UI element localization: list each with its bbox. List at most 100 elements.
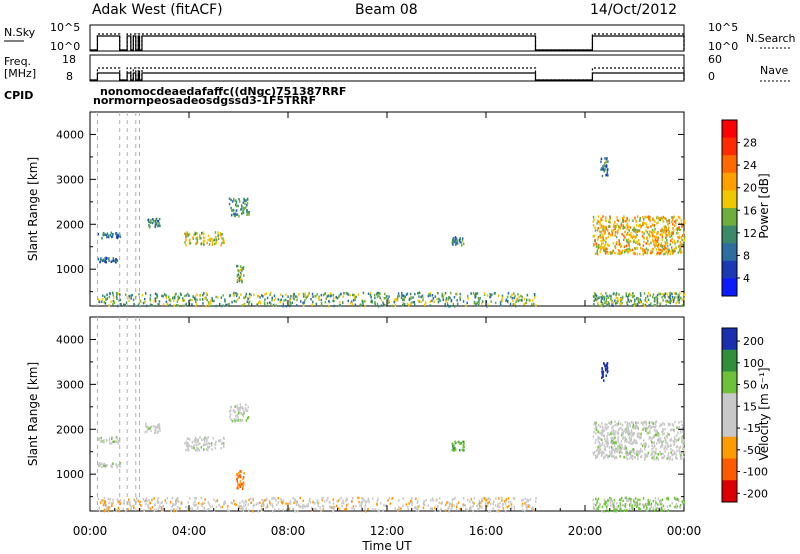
echo-cell xyxy=(378,509,380,512)
echo-cell xyxy=(614,246,617,250)
echo-cell xyxy=(213,238,215,242)
echo-cell xyxy=(657,215,659,219)
echo-cell xyxy=(612,428,615,432)
echo-cell xyxy=(630,498,632,501)
echo-cell xyxy=(618,451,621,454)
echo-cell xyxy=(257,301,260,304)
echo-cell xyxy=(501,299,503,303)
echo-cell xyxy=(196,241,198,245)
echo-cell xyxy=(98,437,101,440)
echo-cell xyxy=(188,444,190,448)
echo-cell xyxy=(512,303,515,306)
echo-cell xyxy=(615,430,617,433)
velocity-colorbar-tick-label: -100 xyxy=(743,466,768,479)
echo-cell xyxy=(206,241,208,245)
echo-cell xyxy=(186,446,189,449)
echo-cell xyxy=(427,504,430,507)
echo-cell xyxy=(676,218,678,222)
echo-cell xyxy=(638,224,640,228)
cpid-label: CPID xyxy=(4,89,33,102)
echo-cell xyxy=(599,431,601,435)
echo-cell xyxy=(646,295,649,298)
echo-cell xyxy=(423,503,426,507)
echo-cell xyxy=(636,449,638,453)
echo-cell xyxy=(153,220,155,223)
echo-cell xyxy=(462,440,465,444)
echo-cell xyxy=(593,294,596,298)
echo-cell xyxy=(274,297,277,300)
echo-cell xyxy=(662,456,665,460)
echo-cell xyxy=(231,502,233,505)
echo-cell xyxy=(487,501,489,505)
echo-cell xyxy=(115,508,118,512)
echo-cell xyxy=(472,292,475,295)
echo-cell xyxy=(626,217,628,221)
echo-cell xyxy=(615,510,617,513)
echo-cell xyxy=(118,292,120,296)
echo-cell xyxy=(594,450,596,454)
echo-cell xyxy=(622,225,625,228)
echo-cell xyxy=(614,456,616,460)
echo-cell xyxy=(252,505,254,508)
echo-cell xyxy=(103,439,105,443)
echo-cell xyxy=(239,403,241,406)
echo-cell xyxy=(127,508,129,511)
echo-cell xyxy=(501,499,503,502)
echo-cell xyxy=(345,292,348,295)
echo-cell xyxy=(239,480,242,483)
echo-cell xyxy=(382,301,384,304)
echo-cell xyxy=(391,497,393,500)
echo-cell xyxy=(97,298,100,301)
power-echoes xyxy=(97,157,686,308)
echo-cell xyxy=(444,304,446,308)
echo-cell xyxy=(430,499,432,502)
echo-cell xyxy=(659,218,662,222)
echo-cell xyxy=(478,504,481,508)
echo-cell xyxy=(661,507,663,511)
echo-cell xyxy=(627,228,629,231)
echo-cell xyxy=(204,437,207,440)
echo-cell xyxy=(306,504,308,507)
echo-cell xyxy=(200,503,202,506)
echo-cell xyxy=(195,300,197,304)
echo-cell xyxy=(196,440,199,443)
echo-cell xyxy=(639,226,642,229)
echo-cell xyxy=(606,426,608,430)
echo-cell xyxy=(655,431,657,434)
echo-cell xyxy=(345,504,348,507)
echo-cell xyxy=(415,508,418,512)
echo-cell xyxy=(683,501,685,504)
echo-cell xyxy=(429,300,432,303)
echo-cell xyxy=(604,364,606,368)
echo-cell xyxy=(472,505,474,508)
echo-cell xyxy=(185,505,187,509)
echo-cell xyxy=(344,508,346,511)
echo-cell xyxy=(391,496,394,500)
echo-cell xyxy=(659,233,662,236)
echo-cell xyxy=(526,498,529,502)
echo-cell xyxy=(505,498,508,501)
echo-cell xyxy=(673,440,676,443)
echo-cell xyxy=(645,216,647,219)
echo-cell xyxy=(669,295,672,298)
echo-cell xyxy=(622,220,624,223)
echo-cell xyxy=(641,503,644,506)
echo-cell xyxy=(665,227,668,230)
echo-cell xyxy=(517,299,520,303)
echo-cell xyxy=(235,300,237,303)
echo-cell xyxy=(289,304,291,308)
echo-cell xyxy=(180,293,182,296)
echo-cell xyxy=(414,292,416,296)
echo-cell xyxy=(473,302,476,305)
echo-cell xyxy=(252,497,254,501)
echo-cell xyxy=(211,505,214,508)
echo-cell xyxy=(287,502,289,506)
echo-cell xyxy=(644,447,646,451)
echo-cell xyxy=(237,482,239,485)
echo-cell xyxy=(222,241,225,245)
echo-cell xyxy=(408,303,410,307)
echo-cell xyxy=(243,472,245,475)
echo-cell xyxy=(218,504,220,507)
echo-cell xyxy=(409,292,412,296)
echo-cell xyxy=(115,233,118,236)
